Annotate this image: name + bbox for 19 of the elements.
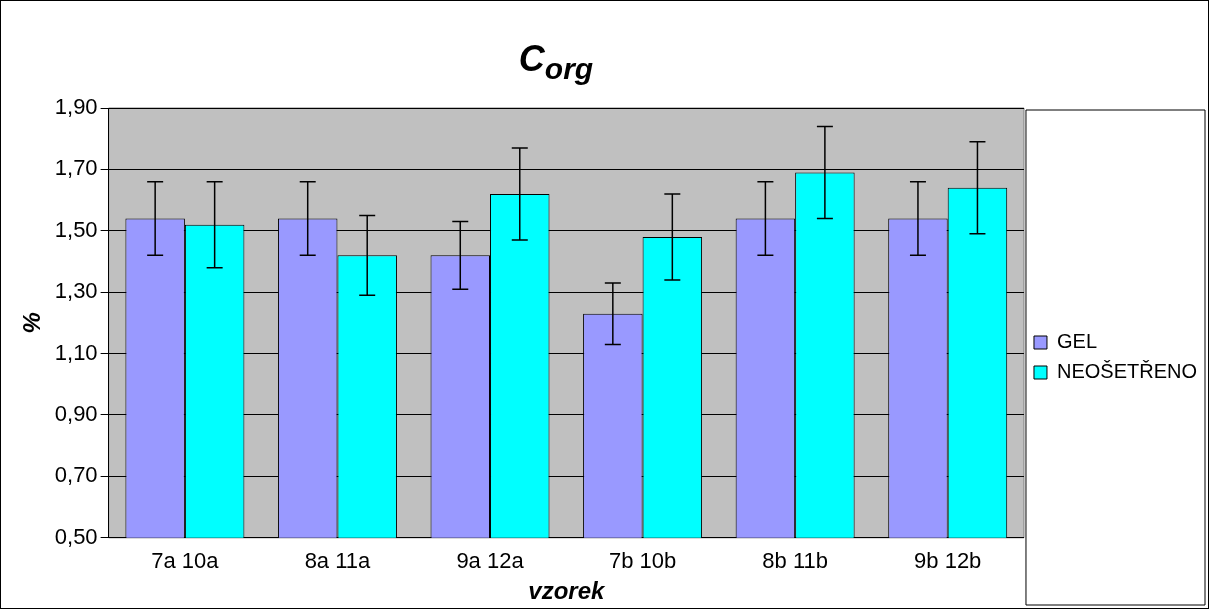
y-tick-label: 1,50 xyxy=(54,216,98,242)
x-tick-label: 9a 12a xyxy=(456,548,525,574)
x-axis-title: vzorek xyxy=(528,577,606,605)
x-tick-label: 8b 11b xyxy=(762,548,828,574)
y-axis-title: % xyxy=(18,312,46,334)
y-tick-label: 1,30 xyxy=(54,278,98,304)
y-tick-label: 1,10 xyxy=(54,339,98,365)
y-tick-label: 1,90 xyxy=(54,94,98,120)
y-tick-label: 1,70 xyxy=(54,155,98,181)
x-tick-label: 7a 10a xyxy=(151,548,220,574)
x-tick-label: 8a 11a xyxy=(304,548,372,574)
y-tick-label: 0,50 xyxy=(54,523,98,549)
legend-label: GEL xyxy=(1056,330,1098,353)
chart-title: C$_{org}$ xyxy=(517,38,595,87)
y-tick-label: 0,70 xyxy=(54,462,98,488)
legend-label: NEOŠETŘENO xyxy=(1056,360,1198,383)
y-tick-label: 0,90 xyxy=(54,401,98,427)
x-tick-label: 7b 10b xyxy=(608,548,677,574)
x-tick-label: 9b 12b xyxy=(914,548,982,574)
